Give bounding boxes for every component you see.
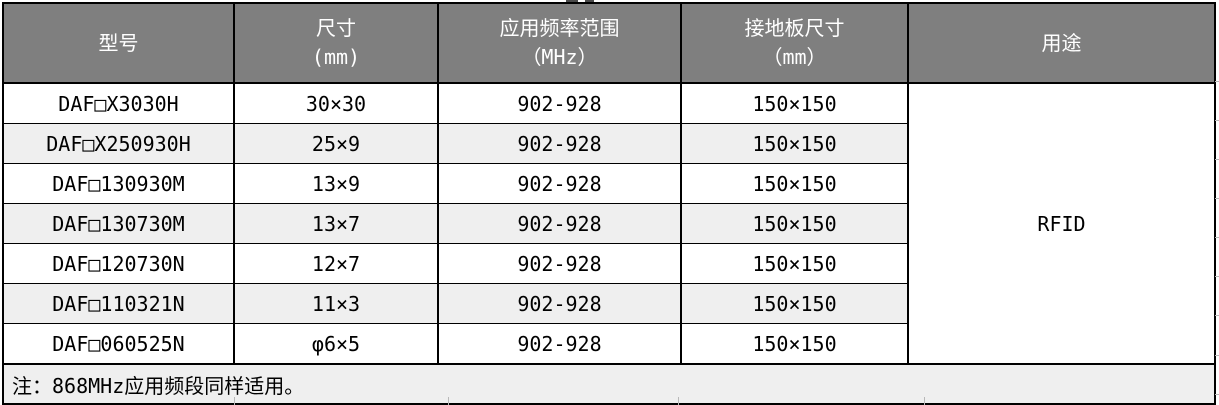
size-cell: φ6×5	[233, 323, 439, 365]
header-row: 型号 尺寸 (mm) 应用频率范围 （MHz） 接地板尺寸 （mm） 用途	[2, 2, 1216, 84]
cropped-text-fragment	[566, 0, 578, 2]
ground-plate-size-cell: 150×150	[680, 323, 909, 365]
frequency-range-cell: 902-928	[437, 323, 682, 365]
column-header-label: 接地板尺寸	[744, 16, 845, 40]
column-header-unit: （MHz）	[521, 45, 598, 69]
table-row: DAF□130930M 13×9 902-928 150×150	[2, 163, 1215, 204]
gridline-tick	[1215, 120, 1219, 121]
ground-plate-size-cell: 150×150	[680, 82, 909, 124]
gridline-tick	[678, 397, 679, 405]
model-cell: DAF□110321N	[2, 283, 235, 324]
gridline-tick	[448, 397, 449, 405]
column-header-3: 应用频率范围 （MHz）	[437, 2, 682, 84]
ground-plate-size-cell: 150×150	[680, 243, 909, 284]
column-header-2: 尺寸 (mm)	[233, 2, 439, 84]
model-cell: DAF□130730M	[2, 203, 235, 244]
table-row: DAF□130730M 13×7 902-928 150×150	[2, 203, 1215, 244]
size-cell: 30×30	[233, 82, 439, 124]
model-cell: DAF□X3030H	[2, 82, 235, 124]
frequency-range-cell: 902-928	[437, 163, 682, 204]
model-cell: DAF□X250930H	[2, 123, 235, 164]
usage-cell: RFID	[907, 82, 1216, 365]
table-row: DAF□X3030H 30×30 902-928 150×150 RFID	[2, 82, 1216, 365]
size-cell: 25×9	[233, 123, 439, 164]
column-header-unit: (mm)	[311, 45, 361, 69]
frequency-range-cell: 902-928	[437, 243, 682, 284]
gridline-tick	[1215, 355, 1219, 356]
frequency-range-cell: 902-928	[437, 82, 682, 124]
gridline-tick	[1215, 315, 1219, 316]
gridline-tick	[924, 397, 925, 405]
model-cell: DAF□060525N	[2, 323, 235, 365]
column-header-label: 应用频率范围	[499, 16, 620, 40]
gridline-tick	[1215, 237, 1219, 238]
column-header-label: 型号	[98, 30, 139, 55]
table-row: DAF□060525N φ6×5 902-928 150×150	[2, 323, 1215, 365]
size-cell: 13×7	[233, 203, 439, 244]
gridline-tick	[1215, 276, 1219, 277]
gridline-tick	[1215, 198, 1219, 199]
gridline-tick	[1215, 81, 1219, 82]
size-cell: 12×7	[233, 243, 439, 284]
note-row: 注：868MHz应用频段同样适用。	[2, 363, 1216, 405]
gridline-tick	[1215, 394, 1219, 395]
ground-plate-size-cell: 150×150	[680, 203, 909, 244]
ground-plate-size-cell: 150×150	[680, 163, 909, 204]
model-cell: DAF□130930M	[2, 163, 235, 204]
size-cell: 11×3	[233, 283, 439, 324]
column-header-4: 接地板尺寸 （mm）	[680, 2, 909, 84]
model-cell: DAF□120730N	[2, 243, 235, 284]
ground-plate-size-cell: 150×150	[680, 123, 909, 164]
column-header-label: 尺寸	[316, 16, 356, 40]
table-row: DAF□X250930H 25×9 902-928 150×150	[2, 123, 1215, 164]
size-cell: 13×9	[233, 163, 439, 204]
frequency-range-cell: 902-928	[437, 123, 682, 164]
column-header-unit: （mm）	[762, 45, 827, 69]
column-header-1: 型号	[2, 2, 235, 84]
table-row: DAF□110321N 11×3 902-928 150×150	[2, 283, 1215, 324]
table-row: DAF□120730N 12×7 902-928 150×150	[2, 243, 1215, 284]
table-header: 型号 尺寸 (mm) 应用频率范围 （MHz） 接地板尺寸 （mm） 用途	[2, 2, 1216, 84]
cropped-text-fragment	[585, 0, 594, 2]
column-header-label: 用途	[1041, 30, 1082, 55]
column-header-5: 用途	[907, 2, 1216, 84]
gridline-tick	[234, 397, 235, 405]
ground-plate-size-cell: 150×150	[680, 283, 909, 324]
frequency-range-cell: 902-928	[437, 283, 682, 324]
gridline-tick	[1215, 159, 1219, 160]
table-body: DAF□X3030H 30×30 902-928 150×150 RFID DAF□X25…	[2, 82, 1216, 405]
frequency-range-cell: 902-928	[437, 203, 682, 244]
note-cell: 注：868MHz应用频段同样适用。	[2, 363, 1216, 405]
